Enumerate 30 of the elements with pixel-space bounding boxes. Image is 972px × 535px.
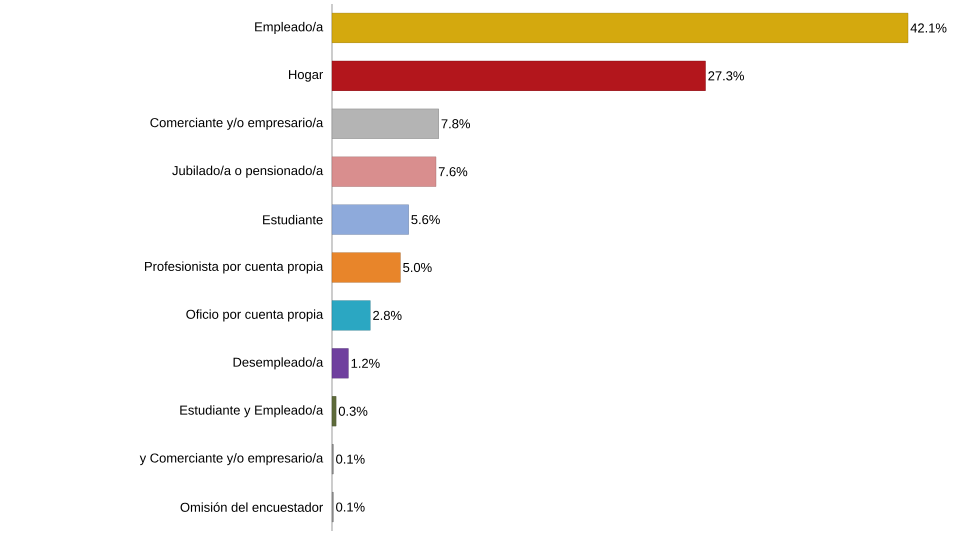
bar [332, 252, 401, 283]
y-tick-label: y Comerciante y/o empresario/a [140, 453, 324, 466]
data-label: 1.2% [352, 358, 380, 368]
data-label: 0.1% [336, 502, 365, 512]
bar [332, 60, 706, 91]
y-tick-label: Oficio por cuenta propia [186, 309, 324, 322]
y-tick-label: Hogar [289, 70, 324, 82]
bar [332, 348, 349, 378]
data-label: 5.0% [403, 262, 432, 272]
y-tick-label: Jubilado/a o pensionado/a [172, 166, 324, 178]
y-tick-label: Desempleado/a [234, 357, 324, 370]
bar [332, 12, 908, 44]
y-tick-label: Empleado/a [255, 22, 324, 34]
y-tick-label: Estudiante y Empleado/a [180, 405, 324, 418]
y-tick-label: Profesionista por cuenta propia [145, 261, 324, 274]
data-label: 2.8% [373, 310, 402, 320]
data-label: 0.1% [336, 454, 365, 464]
data-label: 5.6% [411, 215, 440, 224]
bar [332, 300, 371, 330]
bar [332, 156, 436, 187]
y-tick-label: Comerciante y/o empresario/a [150, 118, 324, 130]
data-label: 27.3% [708, 71, 744, 80]
bar [332, 204, 409, 235]
data-label: 7.8% [442, 119, 470, 128]
data-label: 42.1% [910, 23, 946, 33]
data-label: 7.6% [438, 167, 468, 176]
y-tick-label: Estudiante [263, 214, 323, 224]
bar [332, 396, 336, 426]
data-label: 0.3% [338, 406, 368, 416]
y-tick-label: Omisión del encuestador [180, 502, 323, 512]
